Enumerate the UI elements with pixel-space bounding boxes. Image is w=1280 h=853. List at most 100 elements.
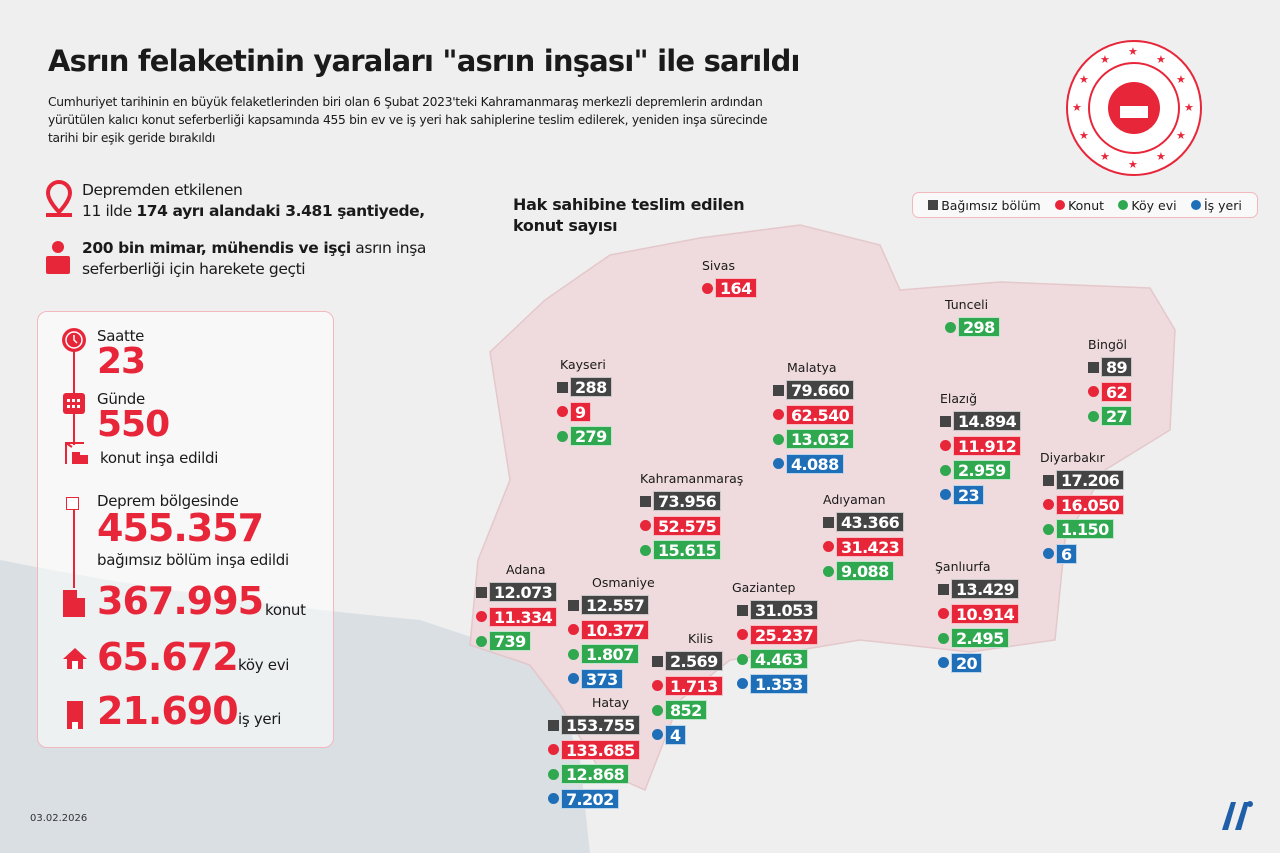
value-koy: 2.959 [953,460,1011,481]
province-row-bagimsiz: 79.660 [773,378,855,403]
province-row-konut: 10.377 [568,618,655,643]
province-name: Adıyaman [823,492,886,507]
province-row-koy: 739 [476,629,557,654]
province-row-konut: 25.237 [737,623,819,648]
isyeri-label: iş yeri [238,710,282,728]
province-name: Diyarbakır [1040,450,1105,465]
value-koy: 2.495 [951,628,1009,649]
province-row-koy: 279 [557,424,612,449]
svg-text:★: ★ [1128,45,1138,58]
day-label: Günde [97,390,145,408]
province-1: Tunceli 298 [945,297,1000,340]
value-bagimsiz: 14.894 [953,411,1022,432]
legend-item: Bağımsız bölüm [928,198,1041,213]
value-isyeri: 373 [581,668,623,689]
value-koy: 298 [958,317,1000,338]
value-bagimsiz: 12.073 [489,582,558,603]
circle-marker-icon [702,282,713,294]
affected-region [469,224,1176,792]
map-title: Hak sahibine teslim edilen konut sayısı [513,194,745,236]
square-marker-icon [773,384,784,396]
value-konut: 52.575 [653,515,722,536]
timeline-line [73,508,75,588]
day-value: 550 [97,404,170,445]
legend-item: Köy evi [1118,198,1177,213]
info-highlight: 174 ayrı alandaki 3.481 şantiyede, [136,202,425,220]
value-konut: 31.423 [836,536,905,557]
province-11: Osmaniye 12.557 10.377 1.807 373 [568,575,655,691]
square-marker-icon [928,200,939,210]
info-text: asrın inşa [350,239,426,257]
circle-marker-icon [557,406,568,418]
circle-marker-icon [557,430,568,442]
value-bagimsiz: 13.429 [951,579,1020,600]
value-isyeri: 4.088 [786,453,844,474]
value-koy: 1.807 [581,644,639,665]
square-marker-icon [640,495,651,507]
value-bagimsiz: 89 [1101,357,1133,378]
svg-text:★: ★ [1184,101,1194,114]
circle-marker-icon [568,673,579,685]
value-bagimsiz: 153.755 [561,715,640,736]
calendar-icon [63,393,85,414]
province-9: Şanlıurfa 13.429 10.914 2.495 20 [935,559,1020,675]
province-name: Bingöl [1088,337,1128,352]
square-marker-icon [66,497,79,510]
square-marker-icon [823,516,834,528]
circle-marker-icon [1190,200,1201,210]
page-title: Asrın felaketinin yaraları "asrın inşası… [48,44,801,78]
circle-marker-icon [940,489,951,501]
province-row-koy: 2.959 [940,458,1021,483]
province-row-koy: 1.807 [568,642,655,667]
circle-marker-icon [1043,548,1054,560]
square-marker-icon [548,719,559,731]
circle-marker-icon [938,608,949,620]
value-konut: 16.050 [1056,494,1125,515]
province-row-bagimsiz: 288 [557,375,612,400]
value-konut: 62.540 [786,404,855,425]
value-koy: 739 [489,631,531,652]
province-6: Kahramanmaraş 73.956 52.575 15.615 [640,471,743,563]
province-row-isyeri: 6 [1043,542,1124,567]
province-name: Tunceli [945,297,989,312]
province-name: Adana [506,562,546,577]
province-name: Osmaniye [592,575,655,590]
koy-evi-label: köy evi [238,656,290,674]
province-8: Diyarbakır 17.206 16.050 1.150 6 [1040,450,1125,567]
province-row-isyeri: 4 [652,723,723,748]
square-marker-icon [557,381,568,393]
circle-marker-icon [945,321,956,333]
circle-marker-icon [640,520,651,532]
province-12: Gaziantep 31.053 25.237 4.463 1.353 [732,580,819,696]
ministry-seal-logo: ★ ★ ★ ★ ★ ★ ★ ★ ★ ★ ★ ★ [1066,40,1202,176]
value-isyeri: 6 [1056,543,1077,564]
value-koy: 15.615 [653,540,722,561]
province-row-bagimsiz: 43.366 [823,510,905,535]
province-name: Kayseri [560,357,606,372]
info-text: 11 ilde [82,202,137,220]
province-2: Bingöl 89 62 27 [1088,337,1133,429]
province-row-koy: 9.088 [823,559,904,584]
value-konut: 11.334 [489,606,558,627]
circle-marker-icon [640,544,651,556]
value-koy: 27 [1101,406,1133,427]
circle-marker-icon [773,433,784,445]
svg-text:★: ★ [1176,129,1186,142]
circle-marker-icon [938,657,949,669]
province-row-konut: 9 [557,400,612,425]
value-konut: 133.685 [561,739,640,760]
value-konut: 25.237 [750,624,819,645]
legend-item: Konut [1055,198,1104,213]
office-building-icon [67,701,83,729]
square-marker-icon [940,415,951,427]
square-marker-icon [1043,474,1054,486]
square-marker-icon [568,599,579,611]
svg-text:★: ★ [1128,158,1138,171]
province-row-koy: 27 [1088,404,1133,429]
value-konut: 9 [570,401,591,422]
value-konut: 164 [715,278,757,299]
konut-label: konut [265,601,306,619]
region-value: 455.357 [97,506,264,550]
province-0: Sivas 164 [702,258,757,301]
value-koy: 279 [570,426,612,447]
